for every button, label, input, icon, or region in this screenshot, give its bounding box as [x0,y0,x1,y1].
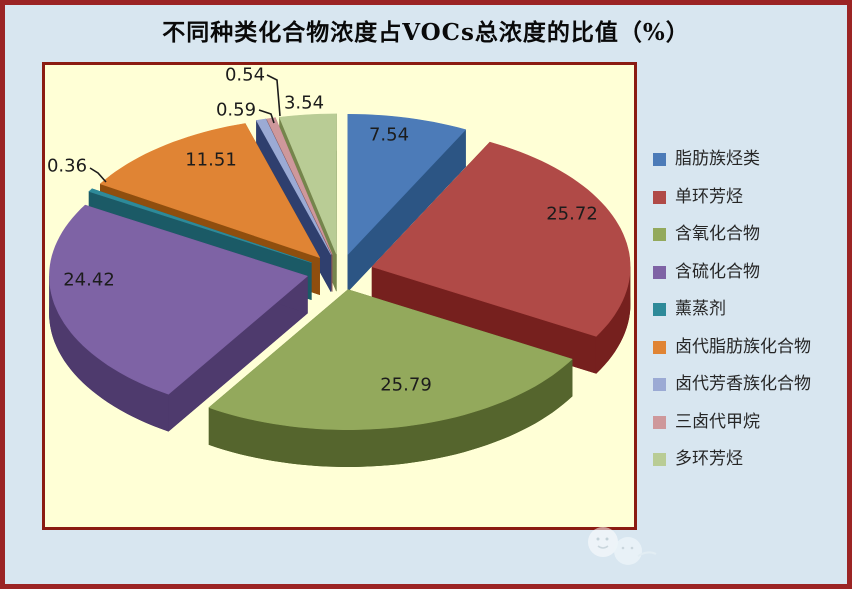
slice-value-label: 7.54 [369,125,409,146]
legend-item: 卤代芳香族化合物 [653,376,843,393]
slice-value-label: 24.42 [63,270,115,291]
legend-item: 卤代脂肪族化合物 [653,336,843,357]
legend-label: 脂肪族烃类 [675,149,760,169]
pie-slice [49,204,308,432]
slice-value-label: 25.79 [380,375,432,396]
legend-swatch-icon [653,153,666,166]
legend-label: 三卤代甲烷 [675,411,760,432]
slice-value-label: 11.51 [185,150,237,171]
legend-swatch-icon [653,303,666,316]
legend-item: 含氧化合物 [653,226,843,243]
label-leader-line [89,167,107,183]
legend-swatch-icon [653,340,666,354]
legend-swatch-icon [653,190,666,204]
pie-slice [208,289,573,468]
legend-item: 薰蒸剂 [653,301,843,318]
legend-swatch-icon [653,378,666,391]
slice-value-label: 0.59 [216,100,256,121]
chart-legend: 脂肪族烃类单环芳烃含氧化合物含硫化合物薰蒸剂卤代脂肪族化合物 卤代芳香族化合物 三卤… [653,151,843,468]
slice-value-label: 0.54 [225,65,265,86]
legend-item: 三卤代甲烷 [653,411,843,432]
label-leader-line [266,74,281,117]
slice-value-label: 25.72 [546,204,598,225]
legend-swatch-icon [653,453,666,466]
label-leader-line [258,109,275,124]
slice-value-label: 3.54 [284,93,324,114]
legend-swatch-icon [653,265,666,279]
legend-label: 含硫化合物 [675,261,760,282]
pie-slice [347,114,466,292]
legend-label: 含氧化合物 [675,224,760,244]
pie-slice [371,141,631,374]
legend-label: 单环芳烃 [675,186,743,207]
legend-item: 含硫化合物 [653,261,843,282]
legend-item: 单环芳烃 [653,186,843,207]
legend-label: 卤代脂肪族化合物 [675,336,811,357]
slice-value-label: 0.36 [47,156,87,177]
legend-swatch-icon [653,228,666,241]
legend-label: 多环芳烃 [675,449,743,469]
legend-item: 脂肪族烃类 [653,151,843,168]
legend-item: 多环芳烃 [653,451,843,468]
legend-label: 卤代芳香族化合物 [675,374,811,394]
legend-label: 薰蒸剂 [675,299,726,319]
chart-title: 不同种类化合物浓度占VOCs总浓度的比值（%） [162,19,690,46]
legend-swatch-icon [653,415,666,429]
